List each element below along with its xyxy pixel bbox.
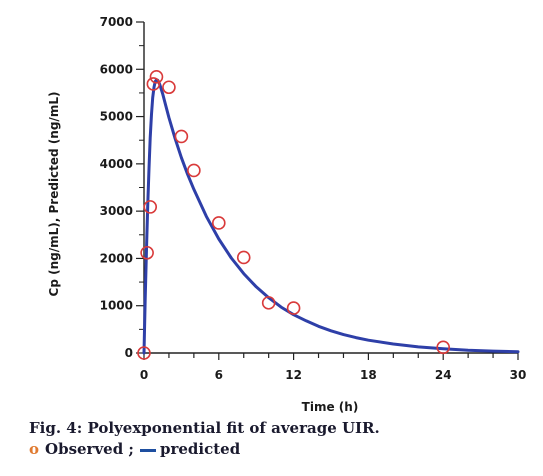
observed-point (436, 340, 451, 355)
y-tick-label: 4000 (100, 157, 133, 171)
observed-marker-icon: o (29, 440, 40, 458)
x-tick-label: 30 (510, 368, 527, 382)
observed-point (286, 301, 301, 315)
observed-point (261, 296, 276, 310)
figure-caption: Fig. 4: Polyexponential fit of average U… (29, 419, 380, 437)
observed-point (140, 245, 154, 260)
legend-observed-label: Observed ; (45, 440, 134, 458)
observed-point (236, 250, 251, 265)
observed-point (149, 70, 164, 84)
observed-point (137, 346, 151, 360)
observed-point (174, 129, 189, 144)
y-tick-label: 1000 (100, 299, 133, 313)
y-tick-label: 5000 (100, 110, 133, 124)
observed-point (162, 80, 176, 95)
predicted-line (142, 78, 520, 355)
predicted-line-icon (139, 448, 156, 452)
x-tick-label: 24 (435, 368, 452, 382)
x-tick-label: 0 (140, 368, 148, 382)
observed-point (187, 163, 201, 178)
observed-point (212, 216, 226, 230)
y-tick-label: 2000 (100, 251, 133, 265)
x-tick-label: 6 (215, 368, 223, 382)
chart: 0 6 12 18 24 3001000200030004000500060007000 … (47, 15, 527, 414)
observed-point (143, 200, 158, 214)
y-tick-label: 3000 (100, 204, 133, 218)
y-axis-title: Cp (ng/mL), Predicted (ng/mL) (47, 92, 61, 297)
y-tick-label: 6000 (100, 62, 133, 76)
y-tick-label: 7000 (100, 15, 133, 29)
observed-point (146, 77, 161, 91)
legend: o Observed ; predicted (29, 440, 240, 458)
y-tick-label: 0 (125, 346, 133, 360)
x-tick-label: 12 (285, 368, 302, 382)
x-axis-title: Time (h) (302, 400, 359, 414)
x-tick-label: 18 (360, 368, 377, 382)
legend-predicted-label: predicted (159, 440, 241, 458)
